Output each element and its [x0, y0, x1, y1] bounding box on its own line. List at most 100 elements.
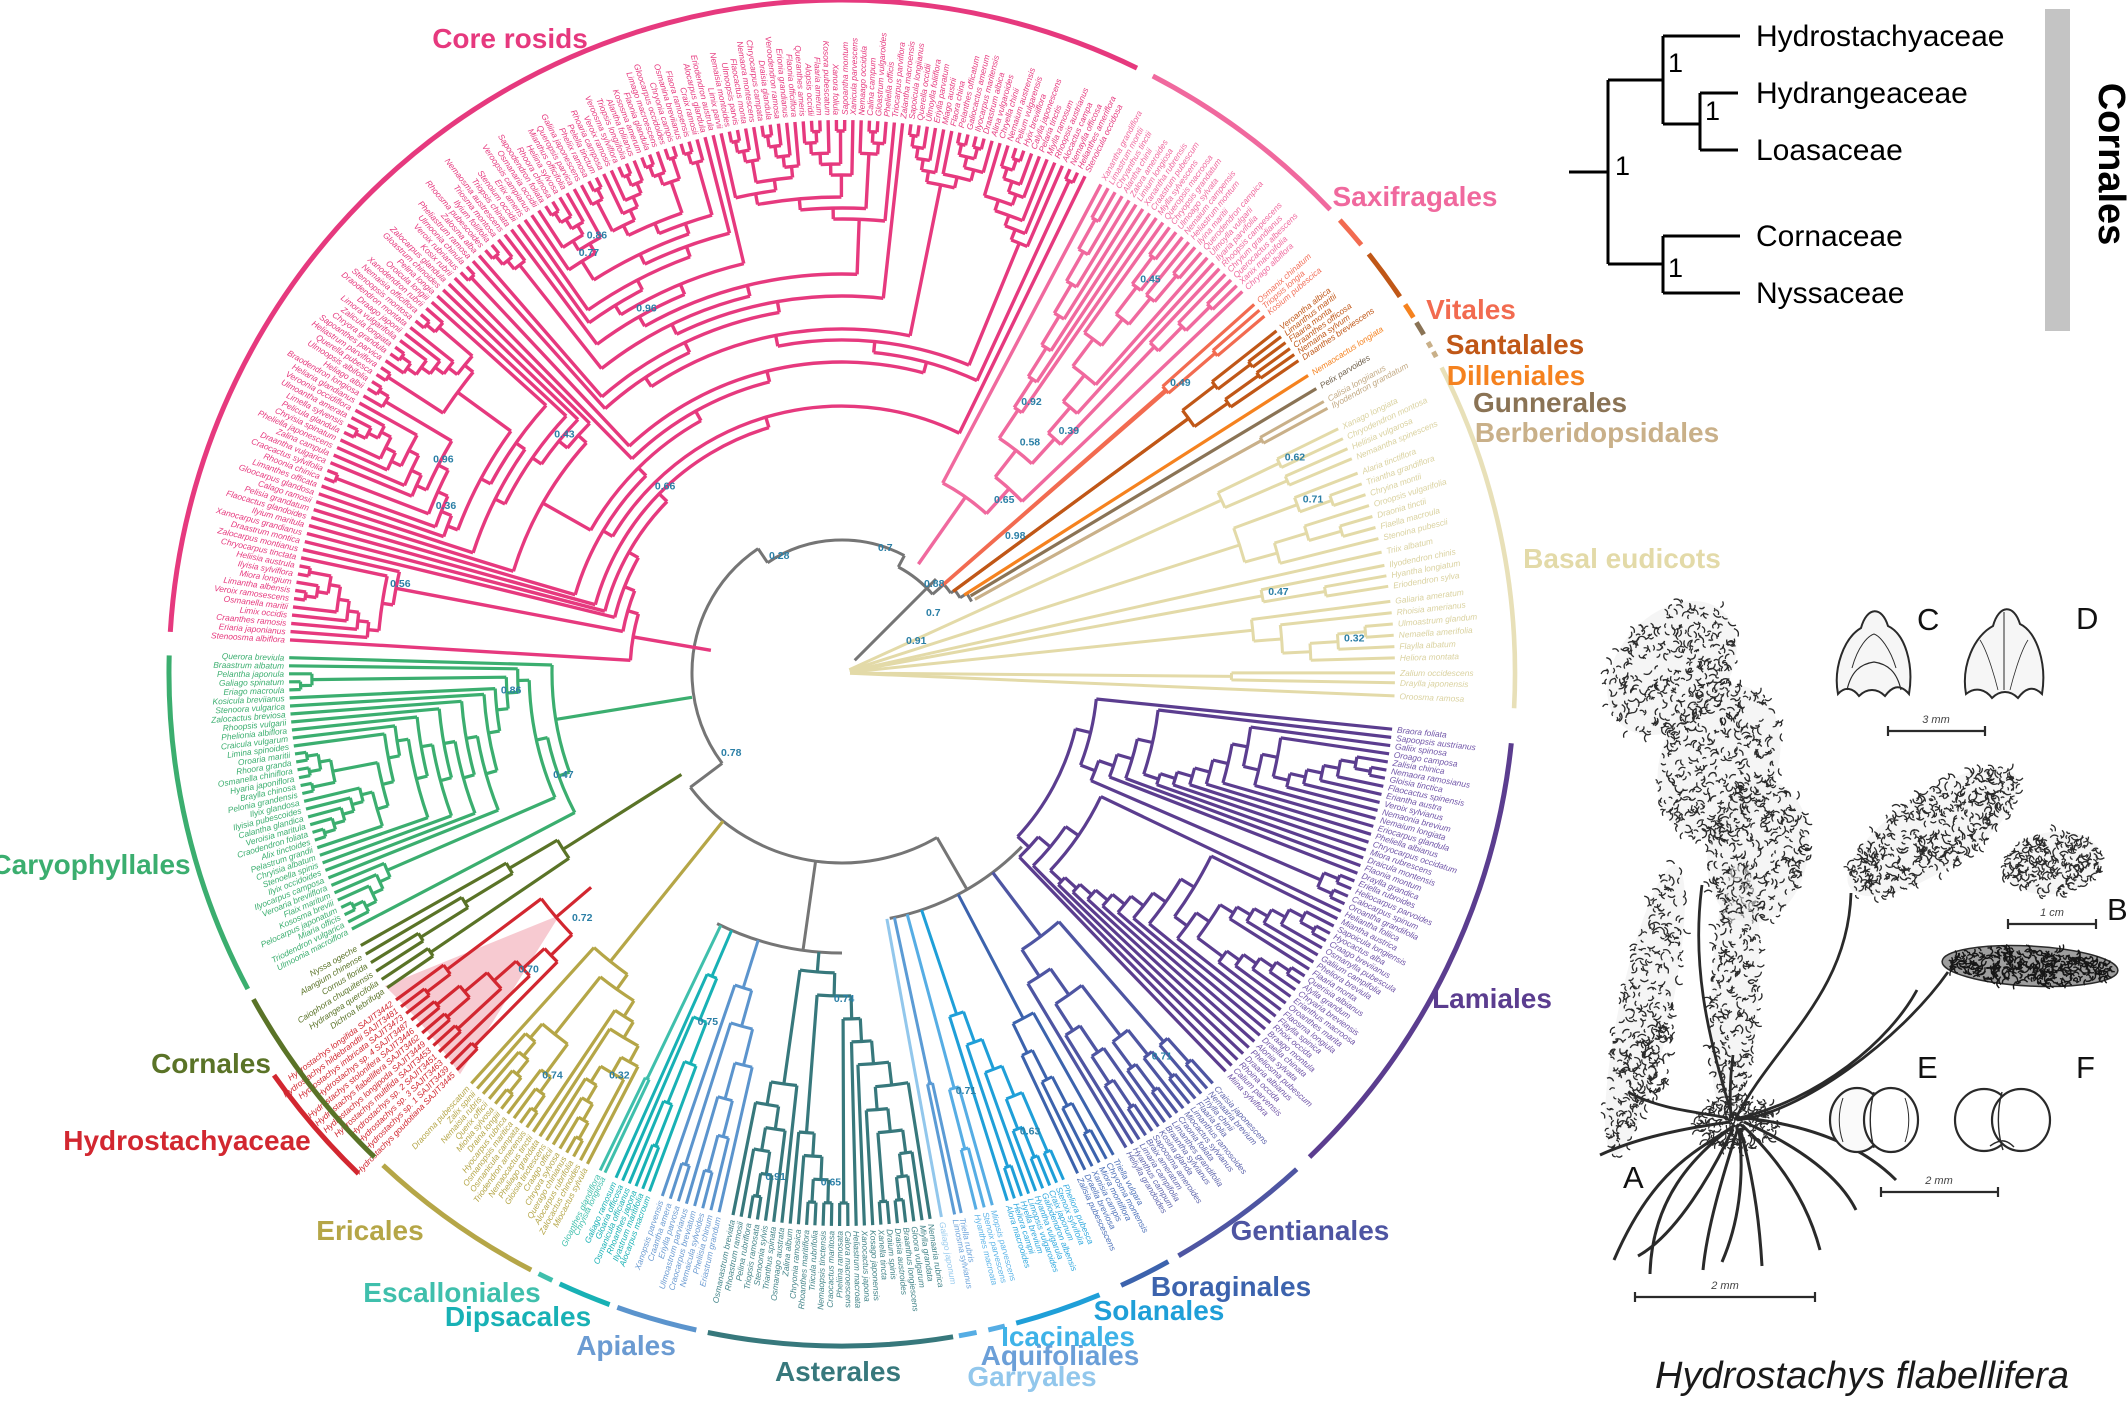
svg-text:Dilleniales: Dilleniales — [1447, 360, 1586, 391]
svg-text:1: 1 — [1668, 253, 1683, 283]
svg-text:Stenoora vulgarica: Stenoora vulgarica — [215, 701, 286, 715]
svg-text:0.65: 0.65 — [821, 1177, 842, 1189]
svg-text:Zalium occidescens: Zalium occidescens — [1399, 668, 1474, 678]
svg-text:Cornaceae: Cornaceae — [1756, 220, 1903, 253]
svg-text:Triicula rubrifolia: Triicula rubrifolia — [807, 1230, 820, 1292]
svg-text:0.65: 0.65 — [994, 494, 1015, 506]
svg-text:Ericales: Ericales — [316, 1215, 423, 1246]
svg-text:0.58: 0.58 — [1020, 437, 1041, 449]
svg-text:0.86: 0.86 — [501, 684, 522, 696]
svg-text:0.96: 0.96 — [433, 453, 454, 465]
svg-text:0.7: 0.7 — [878, 542, 893, 554]
svg-text:A: A — [1623, 1160, 1644, 1195]
svg-text:Zalina album: Zalina album — [780, 1228, 795, 1278]
svg-text:0.32: 0.32 — [609, 1069, 630, 1081]
svg-text:E: E — [1917, 1050, 1938, 1085]
svg-text:Calora macroescens: Calora macroescens — [843, 1231, 854, 1309]
svg-text:1: 1 — [1668, 48, 1683, 78]
svg-text:Nyssaceae: Nyssaceae — [1756, 277, 1904, 310]
svg-text:0.77: 0.77 — [579, 247, 600, 259]
svg-text:1: 1 — [1615, 151, 1630, 181]
svg-text:Draylla japonensis: Draylla japonensis — [1400, 678, 1469, 689]
svg-text:Braastrum albatum: Braastrum albatum — [213, 660, 284, 671]
svg-text:Xanicula parvescens: Xanicula parvescens — [848, 37, 860, 116]
svg-text:Boraginales: Boraginales — [1151, 1271, 1311, 1302]
svg-text:0.78: 0.78 — [721, 747, 742, 759]
svg-text:Querora breviula: Querora breviula — [222, 651, 285, 663]
svg-text:Hydrostachyaceae: Hydrostachyaceae — [63, 1125, 310, 1156]
svg-text:0.36: 0.36 — [436, 500, 457, 512]
svg-text:0.72: 0.72 — [572, 912, 593, 924]
svg-text:0.86: 0.86 — [587, 230, 608, 242]
svg-text:Hydrangeaceae: Hydrangeaceae — [1756, 77, 1968, 110]
svg-text:Stenoosma albiflora: Stenoosma albiflora — [211, 630, 286, 644]
svg-text:0.62: 0.62 — [1285, 452, 1306, 464]
svg-text:0.39: 0.39 — [1059, 425, 1080, 437]
svg-text:Gunnerales: Gunnerales — [1473, 387, 1627, 418]
svg-text:0.96: 0.96 — [636, 302, 657, 314]
svg-text:Xanora foliula: Xanora foliula — [831, 63, 842, 116]
svg-text:Apiales: Apiales — [576, 1330, 676, 1361]
svg-text:Hydrostachyaceae: Hydrostachyaceae — [1756, 20, 2004, 53]
svg-text:Pheliina ramosata: Pheliina ramosata — [834, 1231, 844, 1298]
svg-text:0.47: 0.47 — [1268, 586, 1289, 598]
svg-text:Pelantha japonula: Pelantha japonula — [217, 669, 284, 679]
svg-text:Solanales: Solanales — [1094, 1295, 1225, 1326]
svg-text:Kosora pubescatum: Kosora pubescatum — [821, 41, 833, 116]
svg-text:D: D — [2076, 601, 2098, 636]
svg-text:Caryophyllales: Caryophyllales — [0, 849, 191, 880]
svg-text:0.71: 0.71 — [956, 1085, 977, 1097]
svg-text:0.98: 0.98 — [1005, 530, 1026, 542]
svg-text:0.7: 0.7 — [926, 607, 941, 619]
svg-text:Core rosids: Core rosids — [432, 23, 588, 54]
svg-text:0.74: 0.74 — [834, 993, 855, 1005]
svg-text:0.74: 0.74 — [542, 1069, 563, 1081]
svg-text:Loasaceae: Loasaceae — [1756, 134, 1903, 167]
svg-text:2 mm: 2 mm — [1710, 1280, 1739, 1292]
svg-text:Oroosma ramosa: Oroosma ramosa — [1399, 691, 1464, 704]
svg-text:Hydrostachys flabellifera: Hydrostachys flabellifera — [1655, 1355, 2069, 1397]
svg-text:1: 1 — [1705, 96, 1720, 126]
svg-text:Alopsis occidii: Alopsis occidii — [803, 62, 816, 117]
svg-text:Flaaria amerum: Flaaria amerum — [812, 57, 824, 116]
svg-text:0.91: 0.91 — [765, 1171, 786, 1183]
svg-text:0.88: 0.88 — [924, 578, 945, 590]
svg-text:0.47: 0.47 — [553, 769, 574, 781]
svg-text:Dipsacales: Dipsacales — [445, 1301, 591, 1332]
svg-text:0.92: 0.92 — [1021, 396, 1042, 408]
svg-text:Pheliella officis: Pheliella officis — [882, 60, 896, 117]
svg-text:0.91: 0.91 — [906, 635, 927, 647]
svg-text:Eriago macroula: Eriago macroula — [223, 685, 285, 697]
svg-text:F: F — [2076, 1050, 2095, 1085]
svg-text:Calina campum: Calina campum — [865, 57, 878, 116]
svg-text:2 mm: 2 mm — [1924, 1175, 1953, 1187]
svg-text:Garryales: Garryales — [967, 1361, 1096, 1392]
svg-text:Xanella tincta: Xanella tincta — [876, 1228, 890, 1280]
svg-text:Gentianales: Gentianales — [1231, 1215, 1390, 1246]
svg-text:Santalales: Santalales — [1446, 329, 1585, 360]
svg-text:Kosago japonensis: Kosago japonensis — [868, 1230, 882, 1302]
svg-text:0.28: 0.28 — [769, 550, 790, 562]
svg-text:0.32: 0.32 — [1344, 632, 1365, 644]
svg-text:Aquifoliales: Aquifoliales — [981, 1340, 1140, 1371]
svg-text:0.43: 0.43 — [554, 428, 575, 440]
svg-text:Kosicula breviianus: Kosicula breviianus — [212, 693, 285, 706]
svg-text:Basal eudicots: Basal eudicots — [1523, 543, 1721, 574]
svg-text:Heliastrum macroata: Heliastrum macroata — [851, 1231, 863, 1309]
svg-text:Icacinales: Icacinales — [1001, 1321, 1135, 1352]
svg-text:B: B — [2107, 892, 2128, 927]
svg-text:Berberidopsidales: Berberidopsidales — [1475, 417, 1719, 448]
svg-text:Heliora montata: Heliora montata — [1400, 651, 1460, 663]
svg-text:Cornales: Cornales — [2090, 83, 2128, 246]
svg-text:Craocactus maritosa: Craocactus maritosa — [825, 1230, 836, 1307]
svg-text:Nemaopsis tinctensis: Nemaopsis tinctensis — [815, 1230, 828, 1310]
svg-text:3 mm: 3 mm — [1922, 714, 1950, 726]
svg-text:Flaylla albatum: Flaylla albatum — [1399, 639, 1456, 652]
svg-text:0.45: 0.45 — [1140, 273, 1161, 285]
svg-text:Saxifragales: Saxifragales — [1333, 181, 1498, 212]
svg-text:Sapoantha montum: Sapoantha montum — [840, 42, 850, 115]
svg-text:0.63: 0.63 — [1020, 1126, 1041, 1138]
svg-text:Lamiales: Lamiales — [1432, 983, 1552, 1014]
svg-text:0.75: 0.75 — [698, 1016, 719, 1028]
svg-text:0.56: 0.56 — [390, 578, 411, 590]
